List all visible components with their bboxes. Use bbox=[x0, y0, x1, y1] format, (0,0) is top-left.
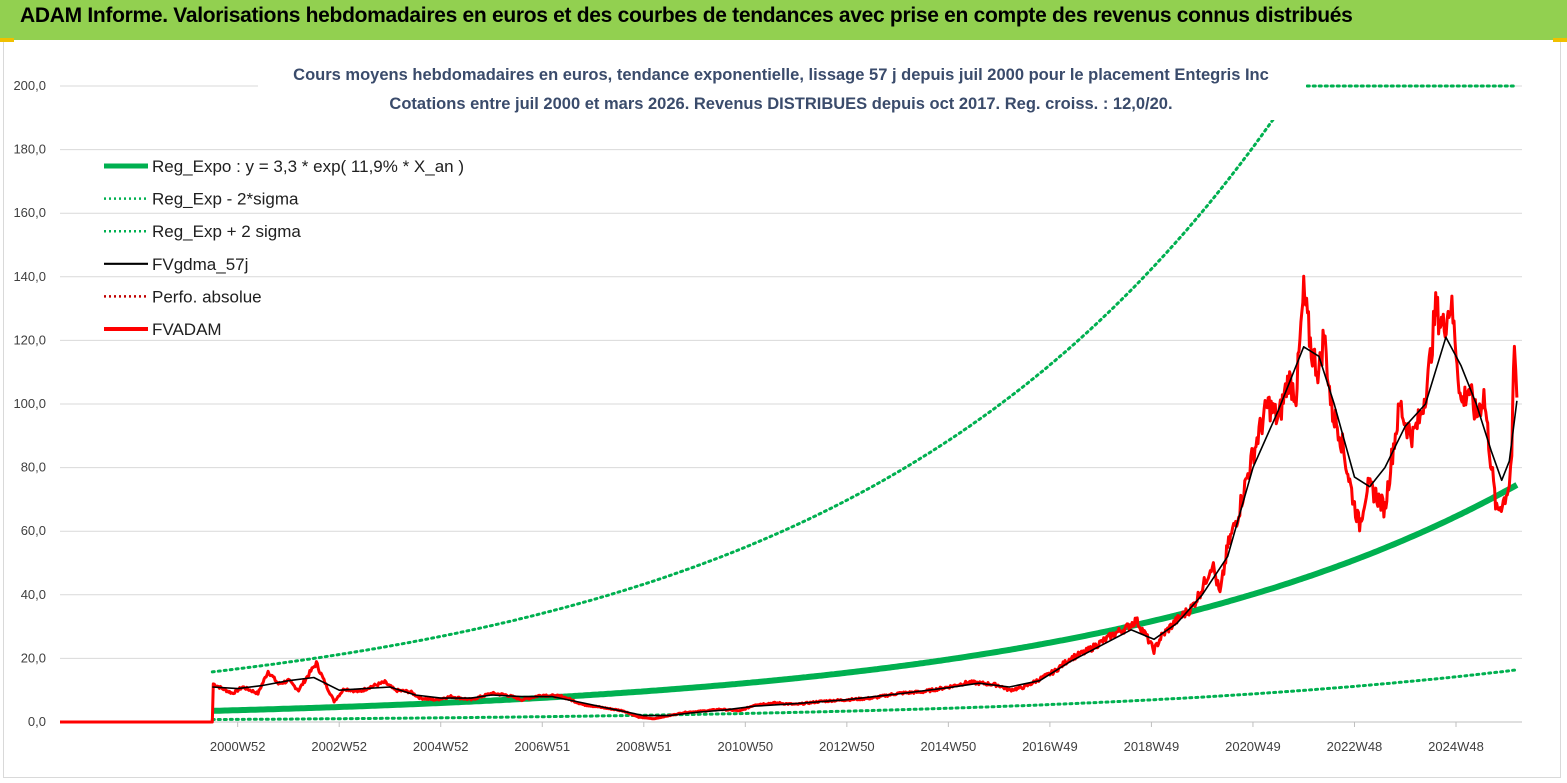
x-tick-label: 2008W51 bbox=[616, 739, 672, 754]
series-reg-exp-plus-2-sigma bbox=[210, 84, 1519, 674]
legend-label: Reg_Exp + 2 sigma bbox=[152, 222, 301, 241]
x-tick-label: 2000W52 bbox=[210, 739, 266, 754]
chart-title-line2: Cotations entre juil 2000 et mars 2026. … bbox=[389, 95, 1172, 113]
y-tick-label: 160,0 bbox=[13, 205, 46, 220]
x-tick-label: 2018W49 bbox=[1124, 739, 1180, 754]
y-tick-label: 60,0 bbox=[21, 523, 46, 538]
plot-frame bbox=[3, 42, 1561, 778]
accent-bar-right bbox=[1553, 38, 1567, 42]
x-axis-ticks: 2000W52 2002W52 2004W52 2006W51 2008W51 2010W… bbox=[210, 722, 1484, 754]
y-tick-label: 80,0 bbox=[21, 460, 46, 475]
series-fvadam bbox=[59, 274, 1519, 724]
y-tick-label: 200,0 bbox=[13, 78, 46, 93]
grid-lines bbox=[60, 85, 1522, 723]
series-reg-exp-minus-2-sigma bbox=[210, 668, 1519, 721]
title-background bbox=[258, 60, 1306, 120]
series-lines bbox=[59, 84, 1519, 724]
x-tick-label: 2014W50 bbox=[921, 739, 977, 754]
y-tick-label: 100,0 bbox=[13, 396, 46, 411]
x-tick-label: 2006W51 bbox=[514, 739, 570, 754]
x-tick-label: 2016W49 bbox=[1022, 739, 1078, 754]
x-tick-label: 2004W52 bbox=[413, 739, 469, 754]
report-title: ADAM Informe. Valorisations hebdomadaire… bbox=[20, 4, 1353, 27]
chart-title-line1: Cours moyens hebdomadaires en euros, ten… bbox=[293, 66, 1269, 84]
y-tick-label: 0,0 bbox=[28, 714, 46, 729]
legend-label: Perfo. absolue bbox=[152, 287, 262, 306]
x-tick-label: 2020W49 bbox=[1225, 739, 1281, 754]
x-tick-label: 2012W50 bbox=[819, 739, 875, 754]
y-tick-label: 120,0 bbox=[13, 332, 46, 347]
x-tick-label: 2022W48 bbox=[1327, 739, 1383, 754]
series-fvgdma-57j bbox=[212, 336, 1518, 717]
x-tick-label: 2024W48 bbox=[1428, 739, 1484, 754]
y-axis-ticks: 0,0 20,0 40,0 60,0 80,0 100,0 120,0 140,0 160,0 1… bbox=[13, 78, 46, 729]
title-banner: ADAM Informe. Valorisations hebdomadaire… bbox=[0, 0, 1567, 40]
legend-label: Reg_Exp - 2*sigma bbox=[152, 190, 299, 209]
legend: Reg_Expo : y = 3,3 * exp( 11,9% * X_an )… bbox=[104, 157, 464, 339]
y-tick-label: 20,0 bbox=[21, 650, 46, 665]
series-reg-expo bbox=[212, 482, 1519, 714]
y-tick-label: 180,0 bbox=[13, 142, 46, 157]
legend-label: Reg_Expo : y = 3,3 * exp( 11,9% * X_an ) bbox=[152, 157, 464, 176]
legend-label: FVgdma_57j bbox=[152, 255, 248, 274]
x-tick-label: 2002W52 bbox=[311, 739, 367, 754]
legend-label: FVADAM bbox=[152, 320, 222, 339]
y-tick-label: 140,0 bbox=[13, 269, 46, 284]
accent-bar-left bbox=[0, 38, 14, 42]
x-tick-label: 2010W50 bbox=[717, 739, 773, 754]
y-tick-label: 40,0 bbox=[21, 587, 46, 602]
